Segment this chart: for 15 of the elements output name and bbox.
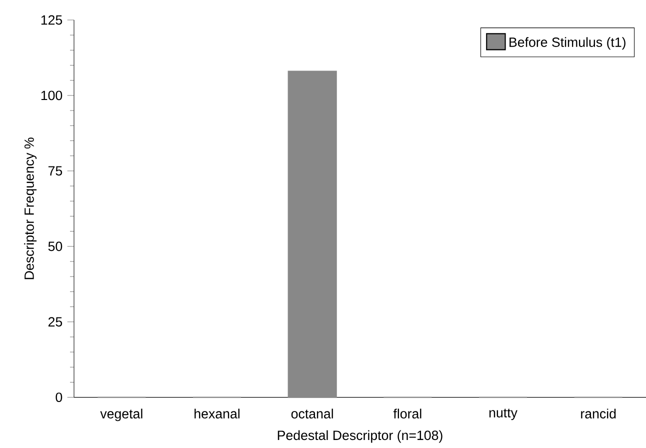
y-tick-label: 125 (41, 15, 62, 25)
y-tick-label: 25 (48, 317, 62, 327)
x-tick-label: floral (393, 408, 422, 418)
y-tick-label: 75 (48, 166, 62, 176)
x-tick-label: octanal (291, 408, 333, 418)
x-axis-title: Pedestal Descriptor (n=108) (278, 430, 442, 443)
x-tick-label: vegetal (100, 408, 142, 422)
legend-label: Before Stimulus (t1) (510, 37, 626, 50)
x-tick-label: rancid (581, 408, 616, 418)
x-tick-label: nutty (489, 408, 518, 420)
y-tick-label: 50 (48, 242, 62, 252)
x-tick-label: hexanal (194, 408, 240, 418)
y-axis-title: Descriptor Frequency % (24, 138, 37, 280)
y-tick-label: 100 (41, 90, 62, 100)
y-tick-label: 0 (56, 392, 62, 402)
